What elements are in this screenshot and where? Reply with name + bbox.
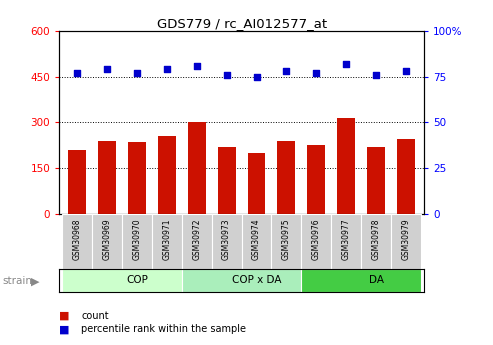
- Text: GSM30976: GSM30976: [312, 218, 321, 260]
- Point: [402, 69, 410, 74]
- Point: [163, 67, 171, 72]
- Point: [133, 70, 141, 76]
- Bar: [247, 153, 266, 214]
- Bar: [98, 141, 116, 214]
- Text: ■: ■: [59, 311, 70, 321]
- Text: ▶: ▶: [31, 277, 39, 287]
- Text: GSM30978: GSM30978: [372, 218, 381, 260]
- Title: GDS779 / rc_AI012577_at: GDS779 / rc_AI012577_at: [156, 17, 327, 30]
- Point: [73, 70, 81, 76]
- Bar: [122, 214, 152, 269]
- Bar: [272, 214, 301, 269]
- Text: GSM30979: GSM30979: [401, 218, 411, 260]
- Bar: [367, 147, 385, 214]
- Text: strain: strain: [2, 276, 33, 286]
- Point: [252, 74, 260, 79]
- Bar: [397, 139, 415, 214]
- Bar: [278, 141, 295, 214]
- Bar: [301, 214, 331, 269]
- Point: [282, 69, 290, 74]
- Text: percentile rank within the sample: percentile rank within the sample: [81, 325, 246, 334]
- Point: [313, 70, 320, 76]
- Bar: [307, 145, 325, 214]
- Text: GSM30973: GSM30973: [222, 218, 231, 260]
- Text: COP: COP: [126, 275, 148, 285]
- Text: GSM30974: GSM30974: [252, 218, 261, 260]
- Bar: [361, 214, 391, 269]
- Bar: [158, 136, 176, 214]
- Bar: [242, 214, 272, 269]
- Text: GSM30970: GSM30970: [133, 218, 141, 260]
- Bar: [331, 214, 361, 269]
- Text: DA: DA: [369, 275, 384, 285]
- Bar: [62, 269, 182, 292]
- Text: GSM30975: GSM30975: [282, 218, 291, 260]
- Bar: [211, 214, 242, 269]
- Bar: [182, 269, 301, 292]
- Bar: [62, 214, 92, 269]
- Point: [223, 72, 231, 78]
- Bar: [188, 122, 206, 214]
- Text: GSM30977: GSM30977: [342, 218, 351, 260]
- Bar: [68, 150, 86, 214]
- Text: GSM30971: GSM30971: [162, 218, 171, 260]
- Text: GSM30969: GSM30969: [103, 218, 111, 260]
- Bar: [152, 214, 182, 269]
- Text: GSM30972: GSM30972: [192, 218, 201, 260]
- Bar: [217, 147, 236, 214]
- Bar: [391, 214, 421, 269]
- Bar: [337, 118, 355, 214]
- Text: COP x DA: COP x DA: [232, 275, 282, 285]
- Point: [103, 67, 111, 72]
- Bar: [301, 269, 421, 292]
- Bar: [92, 214, 122, 269]
- Text: GSM30968: GSM30968: [72, 218, 82, 260]
- Point: [342, 61, 350, 67]
- Text: count: count: [81, 311, 109, 321]
- Bar: [128, 142, 146, 214]
- Point: [193, 63, 201, 69]
- Text: ■: ■: [59, 325, 70, 334]
- Point: [372, 72, 380, 78]
- Bar: [182, 214, 211, 269]
